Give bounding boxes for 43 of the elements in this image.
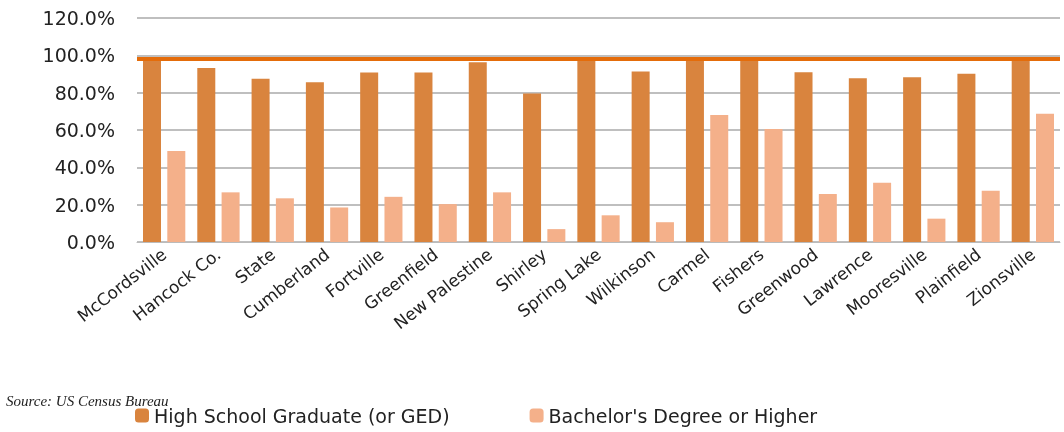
source-note: Source: US Census Bureau (6, 392, 169, 409)
y-tick-label: 40.0% (54, 156, 115, 179)
bar (438, 204, 457, 242)
bar (1011, 59, 1030, 242)
bar (493, 192, 512, 242)
bar (468, 62, 487, 242)
bar (143, 59, 161, 242)
bar (981, 190, 1000, 242)
bar (360, 72, 379, 242)
y-tick-label: 100.0% (42, 44, 115, 67)
bar (903, 77, 922, 242)
bar (275, 198, 294, 242)
bar (764, 129, 783, 242)
bar (167, 151, 186, 242)
bar (957, 73, 976, 242)
bar (794, 72, 813, 242)
bar (1036, 113, 1054, 242)
bar (577, 59, 596, 242)
bar (873, 182, 892, 242)
bar (547, 229, 566, 242)
y-tick-label: 20.0% (54, 193, 115, 216)
bar (601, 215, 620, 242)
legend-label: Bachelor's Degree or Higher (548, 404, 818, 427)
bar (848, 78, 867, 242)
bar (710, 115, 729, 242)
bar (414, 72, 433, 242)
bar (221, 192, 240, 242)
bar (818, 194, 837, 242)
bar (197, 68, 216, 242)
bar (685, 59, 704, 242)
bar (251, 78, 270, 242)
bar (927, 218, 946, 242)
y-tick-label: 60.0% (54, 119, 115, 141)
bar (523, 93, 542, 242)
bar (330, 207, 349, 242)
y-tick-label: 120.0% (42, 7, 115, 29)
bar (631, 71, 650, 242)
bar (740, 59, 759, 242)
bar (384, 196, 403, 242)
bar (655, 222, 674, 242)
y-tick-label: 0.0% (66, 231, 115, 253)
y-tick-label: 80.0% (54, 81, 115, 104)
bar (305, 82, 324, 242)
